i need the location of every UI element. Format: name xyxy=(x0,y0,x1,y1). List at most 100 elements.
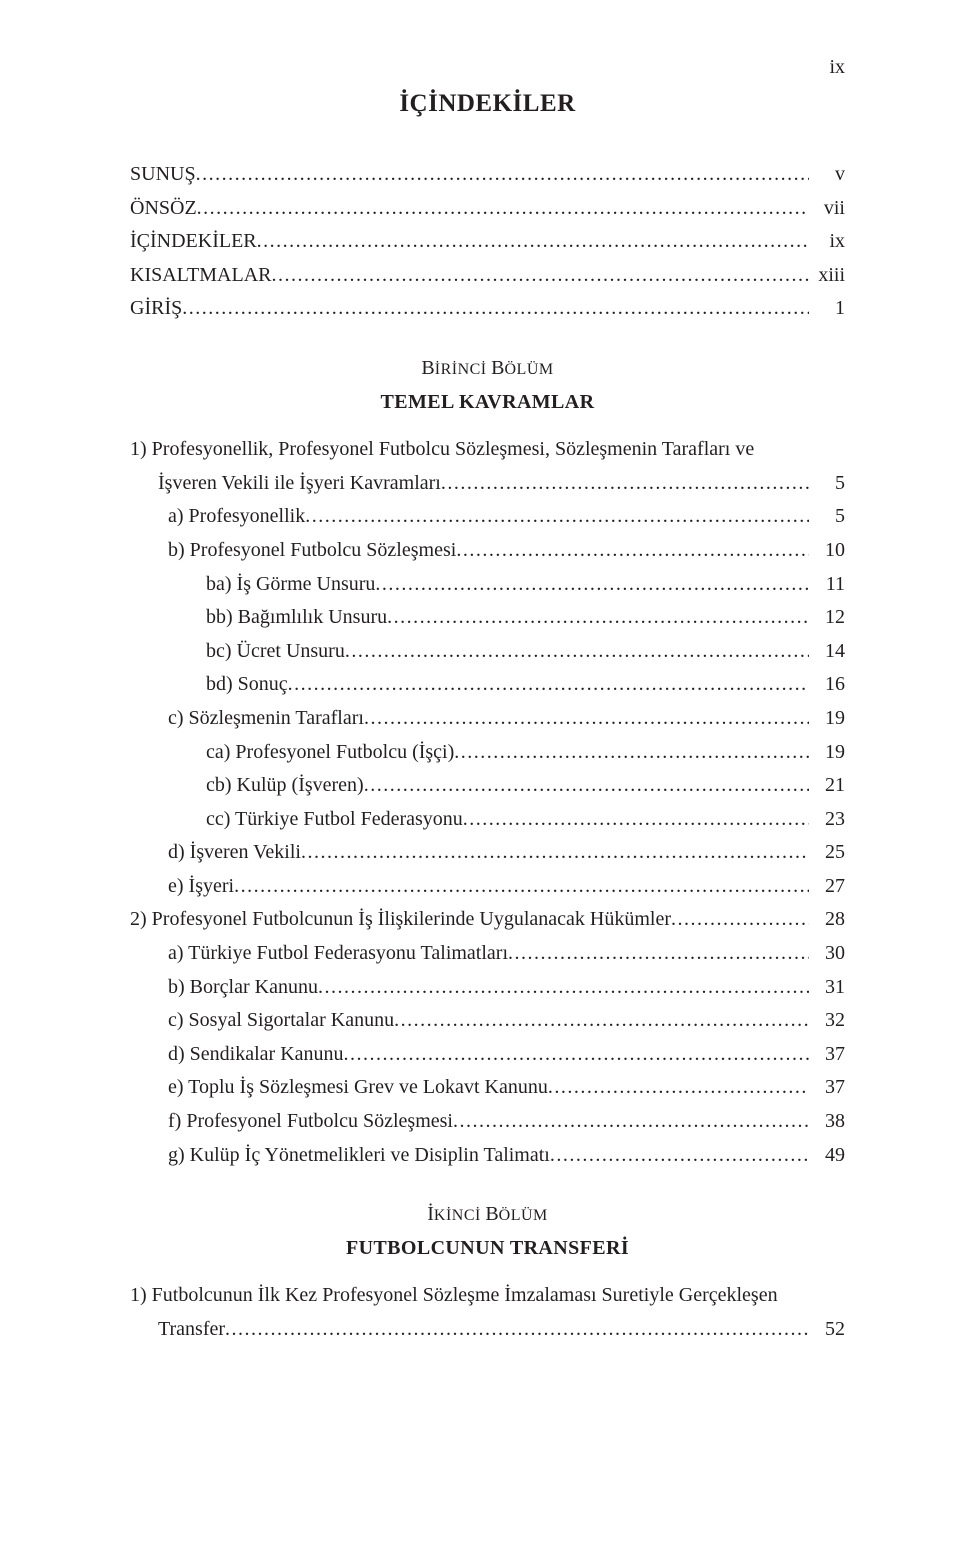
toc-entry-page: 1 xyxy=(809,292,845,326)
toc-entry: a) Türkiye Futbol Federasyonu Talimatlar… xyxy=(130,937,845,971)
toc-entry-page: v xyxy=(809,158,845,192)
section2-heading: İKİNCİ BÖLÜM xyxy=(130,1198,845,1232)
toc-entry-page: 19 xyxy=(809,736,845,770)
toc-entry: f) Profesyonel Futbolcu Sözleşmesi 38 xyxy=(130,1105,845,1139)
toc-entry-label: bb) Bağımlılık Unsuru xyxy=(206,601,387,635)
section1-item1-line1: 1) Profesyonellik, Profesyonel Futbolcu … xyxy=(130,433,845,467)
toc-entry-page: xiii xyxy=(809,259,845,293)
toc-entry: İÇİNDEKİLER ix xyxy=(130,225,845,259)
toc-entry-page: 21 xyxy=(809,769,845,803)
dot-leader xyxy=(548,1071,809,1105)
toc-entry-page: 31 xyxy=(809,971,845,1005)
toc-entry: 2) Profesyonel Futbolcunun İş İlişkileri… xyxy=(130,903,845,937)
toc-entry-label: f) Profesyonel Futbolcu Sözleşmesi xyxy=(168,1105,453,1139)
dot-leader xyxy=(318,971,809,1005)
dot-leader xyxy=(454,736,809,770)
dot-leader xyxy=(364,702,809,736)
toc-entry: bb) Bağımlılık Unsuru12 xyxy=(130,601,845,635)
dot-leader xyxy=(441,467,809,501)
toc-entry-label: cb) Kulüp (İşveren) xyxy=(206,769,364,803)
dot-leader xyxy=(225,1313,809,1347)
section2-item1-line2: Transfer 52 xyxy=(130,1313,845,1347)
toc-entry-page: 16 xyxy=(809,668,845,702)
toc-entry-page: 30 xyxy=(809,937,845,971)
section2-item1-line1: 1) Futbolcunun İlk Kez Profesyonel Sözle… xyxy=(130,1279,845,1313)
toc-entry: e) İşyeri 27 xyxy=(130,870,845,904)
toc-entry-label: 2) Profesyonel Futbolcunun İş İlişkileri… xyxy=(130,903,671,937)
toc-entry-label: SUNUŞ xyxy=(130,158,196,192)
toc-entry: b) Borçlar Kanunu31 xyxy=(130,971,845,1005)
toc-entry-page: 37 xyxy=(809,1038,845,1072)
toc-entry: g) Kulüp İç Yönetmelikleri ve Disiplin T… xyxy=(130,1139,845,1173)
toc-entry-page: 10 xyxy=(809,534,845,568)
dot-leader xyxy=(364,769,809,803)
toc-entry-label: b) Profesyonel Futbolcu Sözleşmesi xyxy=(168,534,456,568)
dot-leader xyxy=(196,158,809,192)
toc-entry-page: 14 xyxy=(809,635,845,669)
dot-leader xyxy=(345,635,809,669)
dot-leader xyxy=(272,259,810,293)
dot-leader xyxy=(344,1038,809,1072)
dot-leader xyxy=(463,803,809,837)
toc-entry-label: e) Toplu İş Sözleşmesi Grev ve Lokavt Ka… xyxy=(168,1071,548,1105)
section1-heading: BİRİNCİ BÖLÜM xyxy=(130,352,845,386)
toc-entry-label: c) Sosyal Sigortalar Kanunu xyxy=(168,1004,394,1038)
dot-leader xyxy=(375,568,809,602)
toc-entry-page: 27 xyxy=(809,870,845,904)
dot-leader xyxy=(387,601,809,635)
toc-entry-label: ÖNSÖZ xyxy=(130,192,197,226)
section1-entries: a) Profesyonellik5b) Profesyonel Futbolc… xyxy=(130,500,845,1172)
toc-entry-label: e) İşyeri xyxy=(168,870,234,904)
toc-entry: cc) Türkiye Futbol Federasyonu 23 xyxy=(130,803,845,837)
dot-leader xyxy=(288,668,809,702)
toc-entry-page: 19 xyxy=(809,702,845,736)
toc-entry: bc) Ücret Unsuru 14 xyxy=(130,635,845,669)
toc-entry-page: 5 xyxy=(809,500,845,534)
toc-entry-label: d) Sendikalar Kanunu xyxy=(168,1038,344,1072)
toc-title: İÇİNDEKİLER xyxy=(130,90,845,118)
toc-entry-label: ba) İş Görme Unsuru xyxy=(206,568,375,602)
dot-leader xyxy=(394,1004,809,1038)
toc-entry: c) Sosyal Sigortalar Kanunu 32 xyxy=(130,1004,845,1038)
toc-entry: ÖNSÖZ vii xyxy=(130,192,845,226)
toc-entry-page: 11 xyxy=(809,568,845,602)
toc-entry-page: 32 xyxy=(809,1004,845,1038)
section1-heading-cap1: B xyxy=(421,357,434,379)
toc-entry: c) Sözleşmenin Tarafları 19 xyxy=(130,702,845,736)
toc-entry-label: İÇİNDEKİLER xyxy=(130,225,257,259)
section1-heading-rest1: İRİNCİ xyxy=(435,361,491,378)
toc-entry: ba) İş Görme Unsuru 11 xyxy=(130,568,845,602)
toc-entry-page: ix xyxy=(809,225,845,259)
dot-leader xyxy=(182,292,809,326)
toc-entry-page: 38 xyxy=(809,1105,845,1139)
toc-entry: KISALTMALAR xiii xyxy=(130,259,845,293)
toc-entry-label: a) Türkiye Futbol Federasyonu Talimatlar… xyxy=(168,937,508,971)
toc-entry-page: 37 xyxy=(809,1071,845,1105)
section2-item1-page: 52 xyxy=(809,1313,845,1347)
toc-entry-page: vii xyxy=(809,192,845,226)
toc-entry: d) Sendikalar Kanunu 37 xyxy=(130,1038,845,1072)
toc-entry-page: 23 xyxy=(809,803,845,837)
section1-item1-line2-label: İşveren Vekili ile İşyeri Kavramları xyxy=(158,467,441,501)
section1-heading-cap2: B xyxy=(491,357,504,379)
section2-subtitle: FUTBOLCUNUN TRANSFERİ xyxy=(130,1232,845,1266)
toc-entry: b) Profesyonel Futbolcu Sözleşmesi 10 xyxy=(130,534,845,568)
section2-heading-cap1: İ xyxy=(427,1203,434,1225)
toc-entry-label: cc) Türkiye Futbol Federasyonu xyxy=(206,803,463,837)
toc-entry-label: GİRİŞ xyxy=(130,292,182,326)
toc-entry-label: bd) Sonuç xyxy=(206,668,288,702)
toc-entry-label: KISALTMALAR xyxy=(130,259,272,293)
section1-item1-page: 5 xyxy=(809,467,845,501)
toc-entry-label: d) İşveren Vekili xyxy=(168,836,301,870)
dot-leader xyxy=(234,870,809,904)
section1-item1-line2: İşveren Vekili ile İşyeri Kavramları 5 xyxy=(130,467,845,501)
front-matter-list: SUNUŞ v ÖNSÖZ vii İÇİNDEKİLER ix KISALTMALAR xi… xyxy=(130,158,845,326)
toc-entry-label: a) Profesyonellik xyxy=(168,500,305,534)
toc-entry-page: 25 xyxy=(809,836,845,870)
toc-entry-label: c) Sözleşmenin Tarafları xyxy=(168,702,364,736)
dot-leader xyxy=(671,903,809,937)
dot-leader xyxy=(197,192,809,226)
toc-entry-label: bc) Ücret Unsuru xyxy=(206,635,345,669)
dot-leader xyxy=(453,1105,809,1139)
dot-leader xyxy=(301,836,809,870)
